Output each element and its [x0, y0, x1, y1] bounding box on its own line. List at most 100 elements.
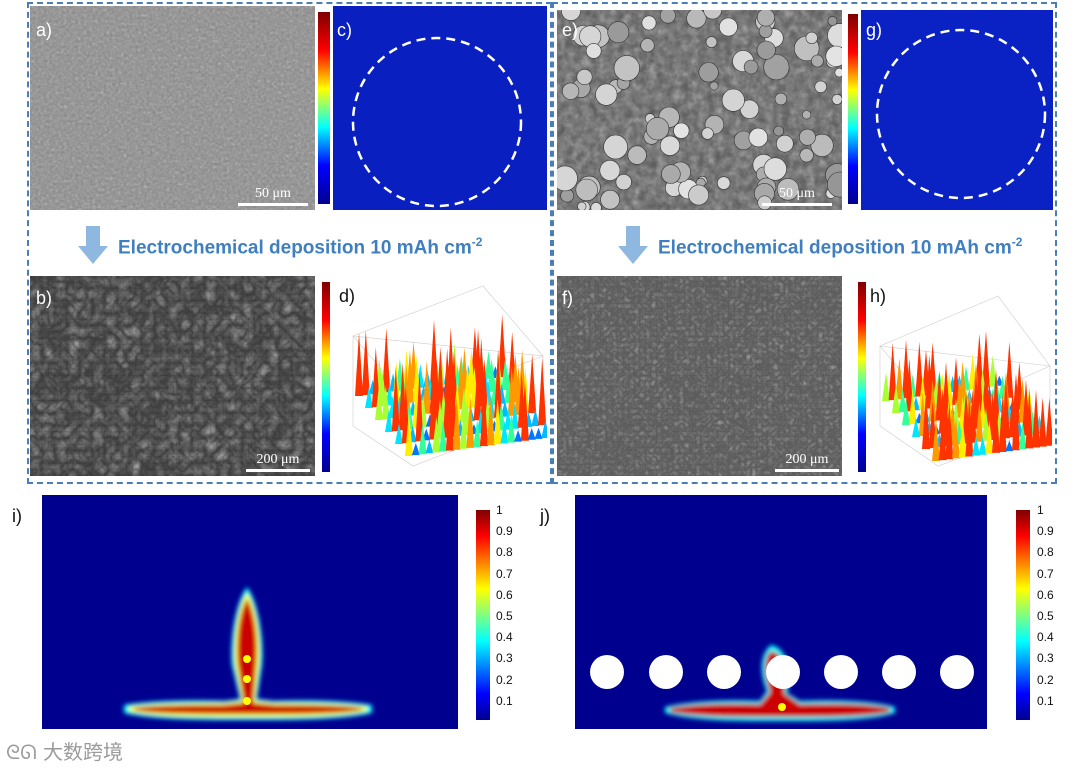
surface-peak — [405, 411, 413, 456]
surface-peak — [480, 358, 489, 420]
surface-peak — [463, 362, 472, 409]
surface-peak — [355, 332, 363, 396]
watermark-logo-icon: ᘓᘏ — [6, 740, 44, 764]
surface-peak — [1032, 389, 1040, 448]
colorbar-tick-label: 0.7 — [496, 566, 513, 581]
scalebar-e-text: 50 μm — [779, 186, 815, 201]
surface-peak — [375, 385, 383, 420]
particle — [776, 134, 794, 153]
surface-peak — [432, 416, 441, 453]
surface-peak — [452, 397, 461, 450]
colorbar-d — [322, 282, 330, 472]
surface-peak — [514, 429, 523, 442]
sem-image-f — [557, 276, 842, 476]
particle — [603, 134, 628, 160]
surface-peak — [958, 419, 967, 458]
colorbar-tick-label: 1 — [496, 503, 503, 517]
surface-peak — [1025, 390, 1034, 449]
surface-peak — [1038, 397, 1047, 447]
particle — [659, 10, 676, 24]
surface-peak — [439, 419, 448, 452]
particle — [575, 178, 598, 202]
colorbar-tick-label: 0.6 — [496, 587, 513, 602]
particle — [799, 148, 814, 163]
particle — [627, 145, 647, 165]
scalebar-a-text: 50 μm — [255, 186, 291, 201]
particle — [748, 127, 769, 148]
particle — [577, 201, 587, 210]
scalebar-e-bar — [762, 203, 832, 206]
deposition-text-right-sup: -2 — [1011, 235, 1023, 249]
colorbar-tick-label: 0.5 — [496, 609, 513, 623]
sem-image-b — [30, 276, 315, 476]
surface-peak — [1012, 392, 1020, 451]
surface-peak — [998, 394, 1007, 452]
deposition-text-left: Electrochemical deposition 10 mAh cm-2 — [118, 235, 482, 259]
particle — [763, 157, 787, 181]
panel-label-j: j) — [540, 506, 550, 526]
particle — [576, 68, 593, 85]
surface-peak — [473, 419, 482, 447]
particle — [557, 165, 578, 192]
scalebar-a: 50 μm — [238, 186, 308, 206]
particle — [773, 125, 784, 137]
deposition-text-right-main: Electrochemical deposition 10 mAh cm — [658, 237, 1012, 259]
particle — [600, 189, 620, 210]
surface-peak — [480, 383, 488, 447]
particle — [595, 83, 618, 106]
particle — [661, 164, 681, 184]
surface-peak — [391, 366, 400, 432]
panel-label-f: f) — [562, 288, 573, 308]
particle — [776, 178, 800, 201]
colorbar-i — [476, 510, 490, 720]
surface-peak — [473, 365, 482, 421]
deposition-text-left-main: Electrochemical deposition 10 mAh cm — [118, 237, 472, 259]
surface-peak — [978, 436, 987, 455]
particle — [811, 54, 824, 68]
surface-peak — [1045, 398, 1054, 446]
particle — [827, 16, 838, 26]
surface-peak — [982, 330, 990, 388]
colorbar-h — [858, 282, 866, 472]
surface-peak — [905, 358, 914, 412]
colorbar-tick-label: 0.8 — [1037, 545, 1054, 560]
particle — [640, 38, 655, 53]
surface-peak — [486, 395, 495, 446]
panel-label-e: e) — [562, 20, 579, 40]
surface-peak — [902, 398, 910, 425]
surface-peak — [430, 319, 438, 387]
particle — [758, 24, 773, 39]
surface-peak — [507, 413, 516, 443]
surface-peak — [493, 398, 502, 445]
surface-peak — [892, 383, 900, 413]
colorbar-tick-label: 0.6 — [1037, 587, 1054, 602]
surface-peak — [371, 347, 380, 408]
surface-peak — [381, 385, 390, 420]
surface-peak — [415, 372, 424, 442]
particle — [607, 21, 630, 44]
colorbar-c — [318, 12, 330, 204]
down-arrow-right-icon — [618, 226, 648, 264]
surface-peak — [888, 342, 897, 401]
surface-peak — [538, 358, 547, 426]
colorbar-tick-label: 0.1 — [1037, 693, 1054, 708]
particle — [561, 10, 581, 21]
surface-peak — [435, 399, 444, 439]
surface-peak — [985, 420, 994, 454]
simulation-field-i — [42, 495, 458, 729]
surface-peak — [531, 409, 540, 426]
particle — [717, 176, 731, 190]
colorbar-tick-label: 0.1 — [496, 693, 513, 708]
particle — [613, 55, 640, 82]
surface-peak — [385, 408, 393, 432]
watermark-text: 大数跨境 — [43, 740, 124, 764]
panel-label-d: d) — [339, 286, 356, 306]
particle — [645, 117, 670, 141]
particle — [756, 10, 775, 27]
surface-peak — [972, 435, 980, 456]
colorbar-tick-label: 0.7 — [1037, 566, 1054, 581]
sem-image-a — [30, 6, 315, 210]
insulating-sphere — [882, 655, 916, 689]
panel-label-g: g) — [866, 20, 883, 40]
surface-peak — [1005, 341, 1014, 398]
